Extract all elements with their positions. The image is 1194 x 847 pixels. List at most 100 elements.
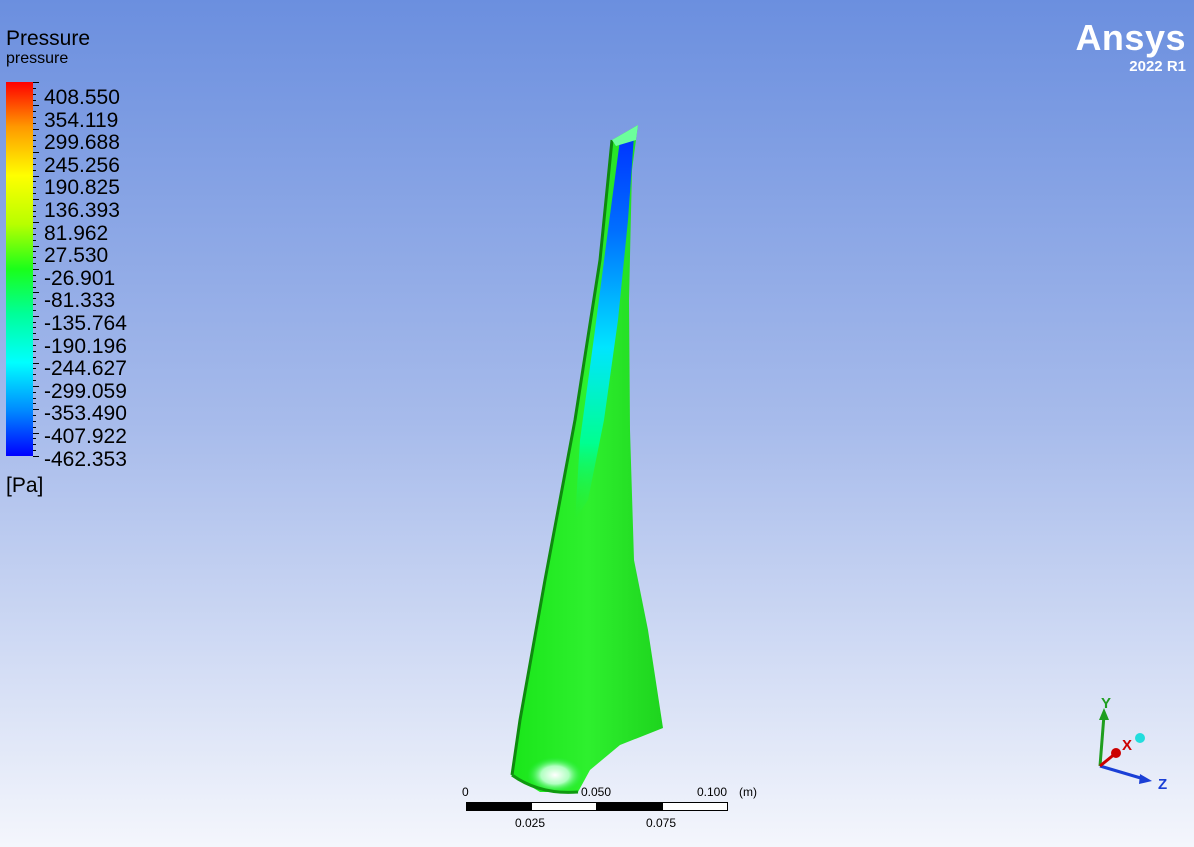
minor-tick bbox=[33, 450, 36, 452]
scale-unit: (m) bbox=[739, 785, 757, 799]
legend-value: -190.196 bbox=[44, 334, 127, 358]
ansys-logo: Ansys 2022 R1 bbox=[1075, 17, 1186, 76]
minor-tick bbox=[33, 403, 36, 405]
major-tick bbox=[33, 222, 39, 224]
minor-tick bbox=[33, 87, 36, 89]
major-tick bbox=[33, 152, 39, 154]
minor-tick bbox=[33, 344, 36, 346]
scale-segment-2 bbox=[531, 802, 597, 811]
legend-value: -462.353 bbox=[44, 447, 127, 471]
legend-value: -299.059 bbox=[44, 379, 127, 403]
major-tick bbox=[33, 82, 39, 83]
major-tick bbox=[33, 292, 39, 294]
minor-tick bbox=[33, 327, 36, 329]
minor-tick bbox=[33, 420, 36, 422]
legend-value: 190.825 bbox=[44, 176, 120, 200]
minor-tick bbox=[33, 333, 36, 335]
minor-tick bbox=[33, 391, 36, 393]
minor-tick bbox=[33, 187, 36, 189]
minor-tick bbox=[33, 350, 36, 352]
root-highlight bbox=[527, 757, 583, 793]
minor-tick bbox=[33, 204, 36, 206]
major-tick bbox=[33, 269, 39, 270]
legend-value: 81.962 bbox=[44, 221, 109, 245]
suction-band bbox=[575, 136, 634, 520]
color-bar-ticks bbox=[33, 82, 39, 457]
legend-value: -81.333 bbox=[44, 289, 116, 313]
minor-tick bbox=[33, 263, 36, 265]
minor-tick bbox=[33, 304, 36, 306]
minor-tick bbox=[33, 99, 36, 101]
minor-tick bbox=[33, 257, 36, 259]
minor-tick bbox=[33, 228, 36, 230]
legend-value: -407.922 bbox=[44, 424, 127, 448]
minor-tick bbox=[33, 233, 36, 235]
scale-segment-1 bbox=[466, 802, 531, 811]
scale-label-075: 0.075 bbox=[646, 816, 677, 830]
minor-tick bbox=[33, 309, 36, 311]
legend-value: 27.530 bbox=[44, 244, 109, 268]
scale-label-025: 0.025 bbox=[515, 816, 546, 830]
major-tick bbox=[33, 175, 39, 177]
legend-subtitle: pressure bbox=[6, 50, 69, 67]
legend-title: Pressure bbox=[6, 27, 91, 50]
minor-tick bbox=[33, 415, 36, 417]
legend-value: -135.764 bbox=[44, 311, 127, 335]
minor-tick bbox=[33, 239, 36, 241]
minor-tick bbox=[33, 321, 36, 323]
y-axis-label: Y bbox=[1101, 695, 1112, 712]
z-axis-label: Z bbox=[1158, 776, 1168, 793]
scale-label-0: 0 bbox=[462, 785, 469, 799]
major-tick bbox=[33, 198, 39, 200]
minor-tick bbox=[33, 280, 36, 282]
scale-label-050: 0.050 bbox=[581, 785, 612, 799]
major-tick bbox=[33, 245, 39, 247]
major-tick bbox=[33, 432, 39, 434]
legend-value: 136.393 bbox=[44, 198, 120, 222]
minor-tick bbox=[33, 368, 36, 370]
minor-tick bbox=[33, 356, 36, 358]
minor-tick bbox=[33, 181, 36, 183]
minor-tick bbox=[33, 163, 36, 165]
root-edge bbox=[511, 773, 579, 794]
legend-value: 245.256 bbox=[44, 153, 120, 177]
minor-tick bbox=[33, 169, 36, 171]
major-tick bbox=[33, 456, 39, 457]
legend-value: 299.688 bbox=[44, 131, 120, 155]
scale-label-100: 0.100 bbox=[697, 785, 728, 799]
legend-value: 408.550 bbox=[44, 86, 120, 109]
minor-tick bbox=[33, 438, 36, 440]
minor-tick bbox=[33, 286, 36, 288]
minor-tick bbox=[33, 251, 36, 253]
logo-brand: Ansys bbox=[1075, 17, 1186, 58]
minor-tick bbox=[33, 426, 36, 428]
minor-tick bbox=[33, 134, 36, 136]
minor-tick bbox=[33, 397, 36, 399]
scale-segment-4 bbox=[662, 802, 728, 811]
minor-tick bbox=[33, 146, 36, 148]
major-tick bbox=[33, 409, 39, 411]
minor-tick bbox=[33, 140, 36, 142]
major-tick bbox=[33, 105, 39, 107]
minor-tick bbox=[33, 193, 36, 195]
legend-value: -244.627 bbox=[44, 357, 127, 381]
major-tick bbox=[33, 128, 39, 130]
legend-unit: [Pa] bbox=[6, 474, 44, 497]
minor-tick bbox=[33, 122, 36, 124]
legend-labels: 408.550 354.119 299.688 245.256 190.825 136.3… bbox=[44, 86, 127, 471]
major-tick bbox=[33, 362, 39, 364]
legend-value: -353.490 bbox=[44, 402, 127, 426]
legend-value: -26.901 bbox=[44, 266, 116, 290]
major-tick bbox=[33, 385, 39, 387]
major-tick bbox=[33, 315, 39, 317]
major-tick bbox=[33, 339, 39, 341]
scale-segment-3 bbox=[597, 802, 662, 811]
logo-version: 2022 R1 bbox=[1129, 58, 1186, 75]
minor-tick bbox=[33, 380, 36, 382]
blade-leading-edge bbox=[510, 139, 614, 776]
minor-tick bbox=[33, 374, 36, 376]
minor-tick bbox=[33, 210, 36, 212]
x-axis-label: X bbox=[1122, 737, 1133, 754]
minor-tick bbox=[33, 111, 36, 113]
